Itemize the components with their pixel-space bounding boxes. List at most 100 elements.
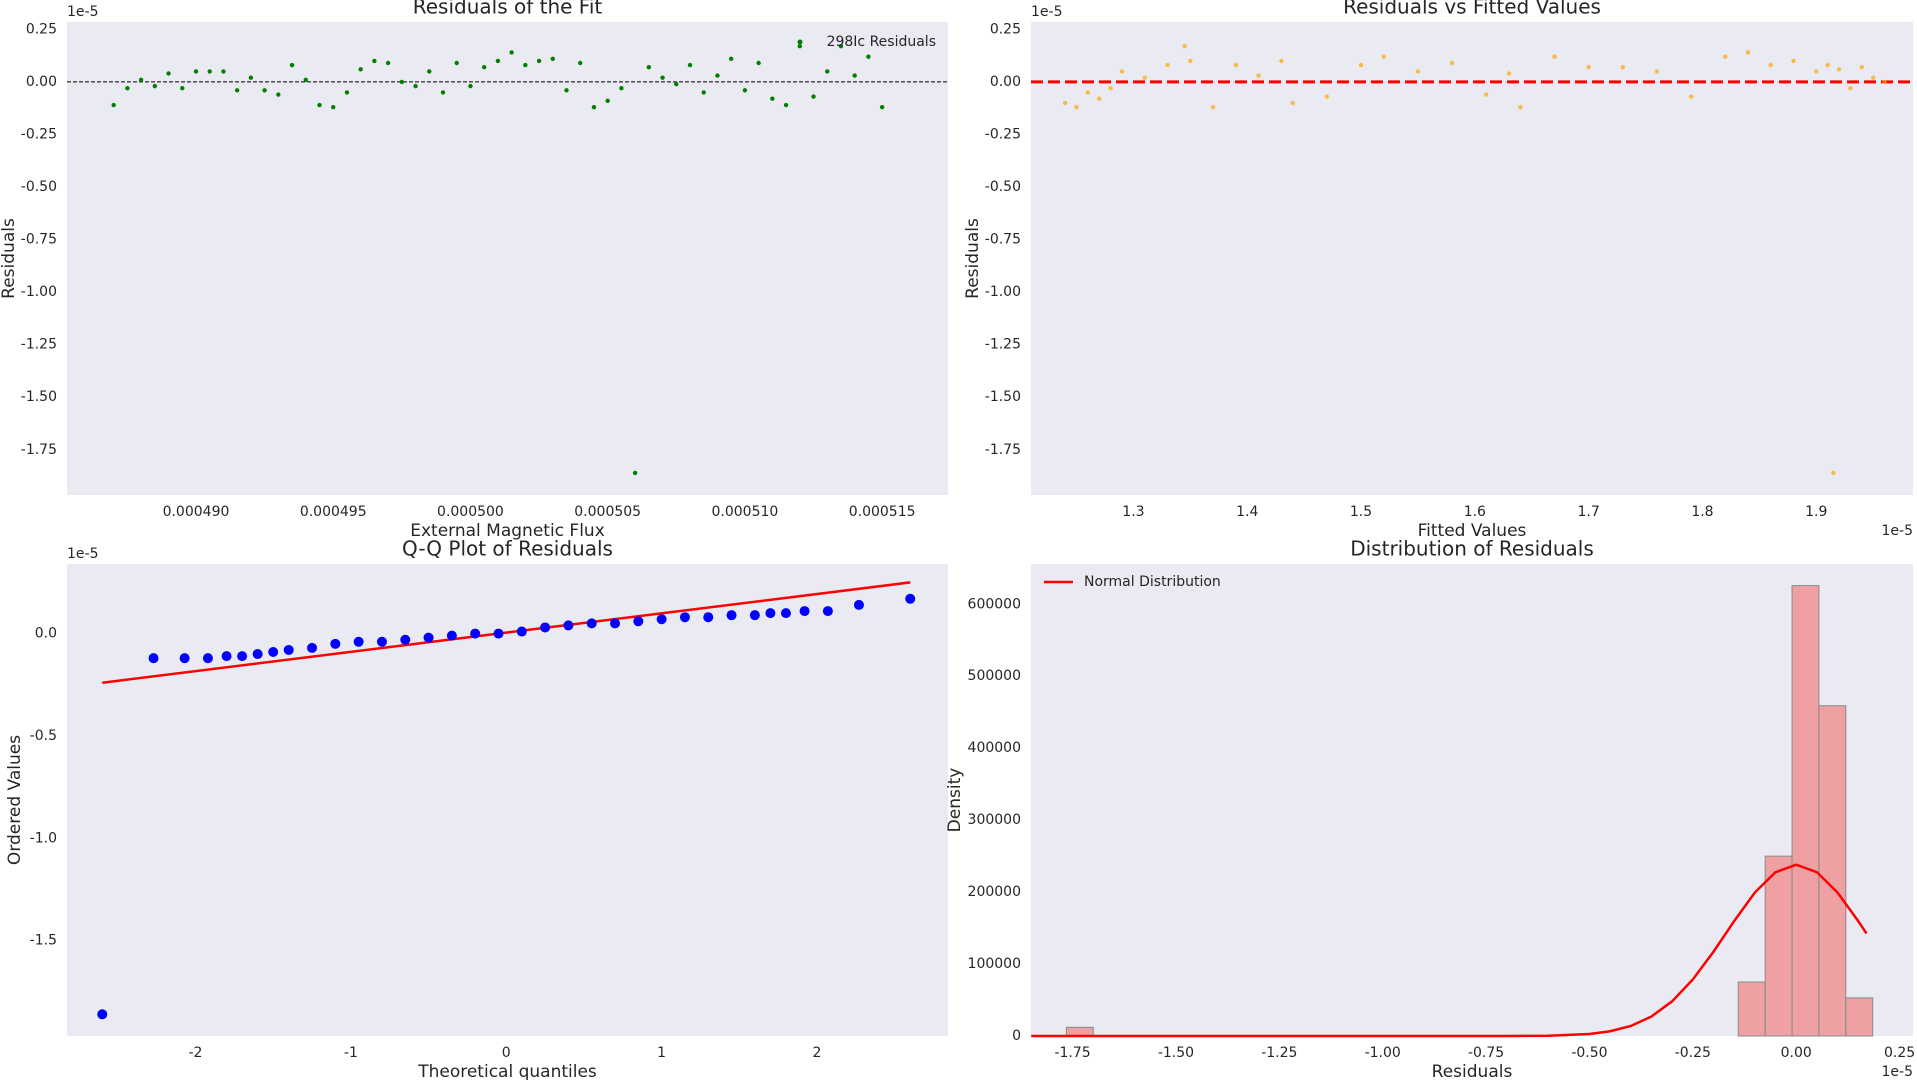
x-axis-label: Residuals xyxy=(1432,1062,1513,1080)
y-tick-label: -0.75 xyxy=(21,232,57,248)
point xyxy=(1791,58,1796,64)
point xyxy=(879,104,885,110)
point xyxy=(1814,69,1819,74)
point xyxy=(1859,64,1864,70)
y-tick-label: 600000 xyxy=(968,596,1021,612)
y-tick-label: 0.00 xyxy=(990,74,1021,90)
point xyxy=(770,96,775,101)
x-tick-label: 1.4 xyxy=(1236,504,1258,520)
x-tick-label: 2 xyxy=(813,1045,822,1061)
chart-title: Q-Q Plot of Residuals xyxy=(402,537,613,561)
point xyxy=(726,610,737,621)
point xyxy=(591,104,597,110)
legend-marker xyxy=(797,39,803,45)
point xyxy=(193,69,199,74)
point xyxy=(317,102,322,108)
y-axis-label: Ordered Values xyxy=(5,735,25,865)
plot-area xyxy=(67,564,948,1036)
point xyxy=(303,77,308,83)
point xyxy=(853,599,864,610)
point xyxy=(1256,73,1261,78)
point xyxy=(1620,64,1625,70)
y-tick-label: -1.25 xyxy=(985,337,1021,353)
y-axis-label: Density xyxy=(945,768,965,833)
point xyxy=(516,626,527,637)
x-tick-label: 0.000495 xyxy=(300,504,367,520)
point xyxy=(454,60,459,66)
point xyxy=(749,610,760,621)
point xyxy=(372,58,377,64)
density-curve xyxy=(1031,863,1868,1038)
legend-label: Normal Distribution xyxy=(1084,574,1221,590)
y-tick-label: -0.75 xyxy=(985,232,1021,248)
x-tick-label: 1.3 xyxy=(1122,504,1144,520)
point xyxy=(1745,50,1751,55)
point xyxy=(822,606,833,617)
point xyxy=(780,608,791,619)
point xyxy=(536,58,542,64)
point xyxy=(586,618,597,629)
point xyxy=(331,104,336,110)
plot-area xyxy=(67,22,948,495)
bar xyxy=(1791,585,1820,1037)
point xyxy=(221,651,232,662)
point xyxy=(1836,67,1842,72)
point xyxy=(1210,104,1216,110)
x-tick-label: 1.8 xyxy=(1691,504,1713,520)
point xyxy=(783,102,789,108)
point xyxy=(540,622,551,633)
point xyxy=(656,614,667,625)
point xyxy=(180,86,185,91)
x-tick-label: -2 xyxy=(189,1045,203,1061)
x-tick-label: -0.75 xyxy=(1468,1045,1504,1061)
y-offset-label: 1e-5 xyxy=(67,4,98,20)
bar xyxy=(1065,1026,1094,1037)
x-axis-label: Fitted Values xyxy=(1418,521,1527,541)
point xyxy=(446,630,457,641)
point xyxy=(563,620,574,631)
point xyxy=(1142,75,1148,80)
point xyxy=(1097,96,1102,101)
point xyxy=(1654,69,1660,74)
point xyxy=(1290,100,1295,106)
x-axis-label: External Magnetic Flux xyxy=(410,521,605,541)
point xyxy=(234,88,240,93)
point xyxy=(152,83,158,89)
point xyxy=(423,632,434,643)
point xyxy=(1085,90,1091,95)
point xyxy=(1233,62,1239,68)
point xyxy=(1358,62,1364,68)
point xyxy=(1279,58,1284,64)
point xyxy=(1882,79,1887,85)
point xyxy=(1188,58,1193,64)
point xyxy=(495,58,501,64)
x-tick-label: 0.000515 xyxy=(849,504,916,520)
point xyxy=(470,628,481,639)
point xyxy=(330,638,341,649)
x-tick-label: 1.9 xyxy=(1805,504,1827,520)
point xyxy=(1484,92,1489,97)
point xyxy=(1449,60,1455,66)
point xyxy=(148,653,159,664)
point xyxy=(481,64,487,70)
point xyxy=(1518,104,1523,110)
point xyxy=(610,618,621,629)
y-axis-label: Residuals xyxy=(0,218,19,299)
point xyxy=(797,43,802,49)
point xyxy=(660,75,665,80)
point xyxy=(742,88,748,93)
y-tick-label: -1.50 xyxy=(985,389,1021,405)
x-tick-label: 1.5 xyxy=(1350,504,1372,520)
x-axis-label: Theoretical quantiles xyxy=(417,1062,597,1080)
point xyxy=(1831,470,1836,476)
point xyxy=(838,43,844,49)
bar xyxy=(1764,855,1793,1037)
point xyxy=(202,653,213,664)
x-tick-label: 0.000490 xyxy=(163,504,230,520)
point xyxy=(550,56,555,61)
y-tick-label: -1.75 xyxy=(985,442,1021,458)
y-tick-label: 200000 xyxy=(968,884,1021,900)
point xyxy=(353,636,364,647)
point xyxy=(1415,69,1421,74)
